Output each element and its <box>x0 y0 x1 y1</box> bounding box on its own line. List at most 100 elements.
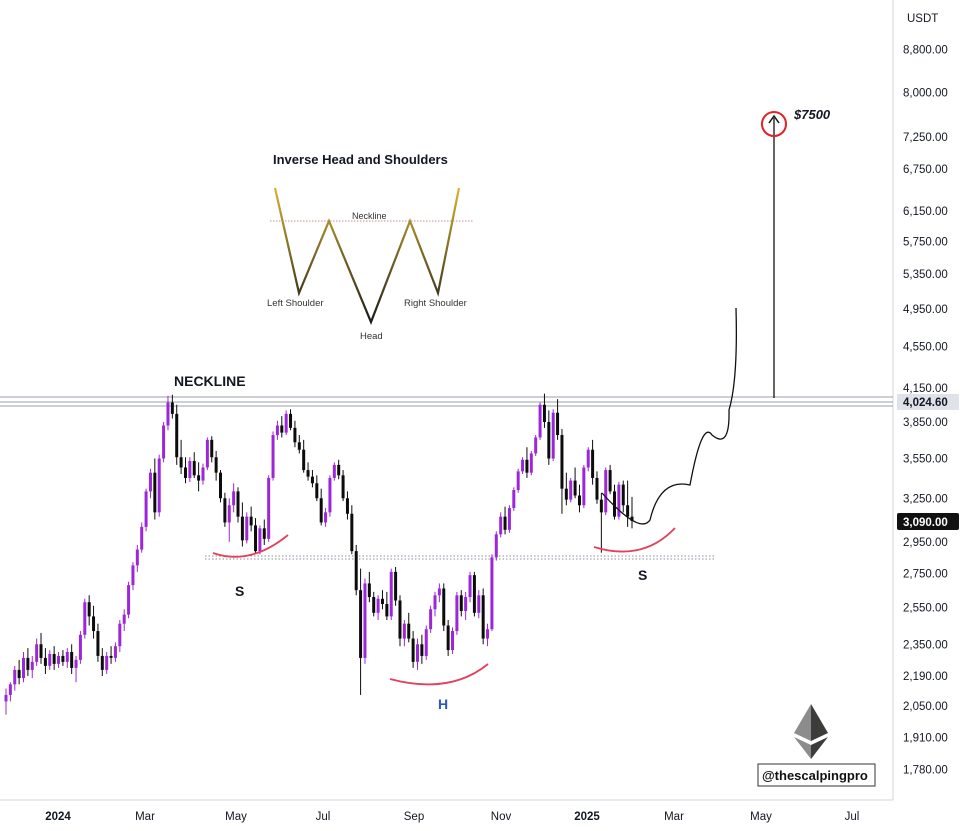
candle <box>630 496 634 529</box>
price-tick-label: 2,950.00 <box>903 537 948 549</box>
inset-title: Inverse Head and Shoulders <box>273 152 448 167</box>
price-tick-label: 6,750.00 <box>903 164 948 176</box>
svg-text:@thescalpingpro: @thescalpingpro <box>762 768 868 783</box>
candle <box>472 571 476 617</box>
candle <box>122 609 126 632</box>
candle <box>70 644 74 674</box>
candle <box>389 568 393 621</box>
candle <box>367 571 371 603</box>
inset-pattern-line <box>273 187 461 325</box>
candle <box>227 498 231 542</box>
candle <box>433 591 437 617</box>
time-tick-label: May <box>750 811 772 823</box>
price-tick-label: 5,350.00 <box>903 269 948 281</box>
candle <box>477 590 481 619</box>
price-tick-label: 3,850.00 <box>903 417 948 429</box>
candle <box>52 646 56 670</box>
price-tick-label: 2,350.00 <box>903 639 948 651</box>
candle <box>529 450 533 476</box>
candle <box>459 590 463 617</box>
candle <box>96 623 100 662</box>
candle <box>569 477 573 503</box>
candle <box>464 591 468 621</box>
candle <box>582 464 586 509</box>
candle <box>446 620 450 656</box>
candle <box>13 665 17 691</box>
time-tick-label: Nov <box>491 811 512 823</box>
price-tick-label: 3,550.00 <box>903 454 948 466</box>
candle <box>542 393 546 428</box>
candle <box>394 566 398 606</box>
price-tick-label: 8,000.00 <box>903 88 948 100</box>
candle <box>481 588 485 645</box>
candle <box>586 447 590 472</box>
candle <box>205 437 209 471</box>
candle <box>26 648 30 677</box>
candle <box>363 578 367 664</box>
candle <box>385 591 389 621</box>
price-tick-label: 6,150.00 <box>903 206 948 218</box>
candle <box>232 483 236 513</box>
time-axis[interactable]: 2024 Mar May Jul Sep Nov 2025 Mar May Jul <box>0 799 893 823</box>
candle <box>65 648 69 668</box>
inset-left-shoulder-label: Left Shoulder <box>267 298 324 309</box>
candle <box>83 598 87 639</box>
candle <box>302 439 306 473</box>
price-tick-label: 2,050.00 <box>903 701 948 713</box>
candle <box>219 470 223 503</box>
candle <box>341 470 345 502</box>
candle <box>135 544 139 572</box>
candle <box>192 452 196 478</box>
price-tick-label: 4,550.00 <box>903 342 948 354</box>
candle <box>310 470 314 488</box>
candle <box>43 648 47 674</box>
candle <box>105 652 109 674</box>
candle <box>166 395 170 431</box>
candle <box>595 471 599 504</box>
candle <box>332 462 336 481</box>
candle <box>577 484 581 513</box>
candle <box>201 463 205 485</box>
candle <box>345 491 349 520</box>
left-shoulder-curve <box>212 534 289 558</box>
candle <box>4 688 8 715</box>
left-shoulder-label: S <box>235 583 244 599</box>
time-tick-label: Jul <box>845 811 860 823</box>
candle <box>289 409 293 431</box>
candle <box>197 462 201 492</box>
price-tick-label: 1,910.00 <box>903 733 948 745</box>
candle <box>113 642 117 662</box>
candle <box>284 410 288 436</box>
candle <box>214 450 218 481</box>
candle <box>39 632 43 664</box>
candle <box>188 457 192 482</box>
candle <box>254 518 258 555</box>
price-tick-label: 5,750.00 <box>903 236 948 248</box>
candle <box>87 595 91 626</box>
candle <box>245 512 249 544</box>
candle <box>402 620 406 647</box>
price-tick-label: 4,150.00 <box>903 383 948 395</box>
candle <box>267 475 271 542</box>
candle <box>407 612 411 643</box>
target-label: $7500 <box>793 107 831 122</box>
candle <box>612 484 616 520</box>
candle <box>210 436 214 463</box>
candle <box>131 562 135 591</box>
ethereum-diamond-icon <box>794 704 828 759</box>
candle <box>604 467 608 516</box>
candle <box>271 431 275 481</box>
candle <box>573 467 577 499</box>
time-tick-label: Mar <box>135 811 155 823</box>
candle <box>442 583 446 632</box>
candle <box>262 519 266 545</box>
candle <box>420 634 424 664</box>
candle <box>564 472 568 506</box>
price-tick-label: 7,250.00 <box>903 132 948 144</box>
candle <box>359 568 363 695</box>
price-axis[interactable]: USDT 8,800.00 8,000.00 7,250.00 6,750.00 6,1… <box>892 0 948 800</box>
candle <box>512 487 516 511</box>
candle <box>140 522 144 553</box>
candle <box>626 480 630 527</box>
